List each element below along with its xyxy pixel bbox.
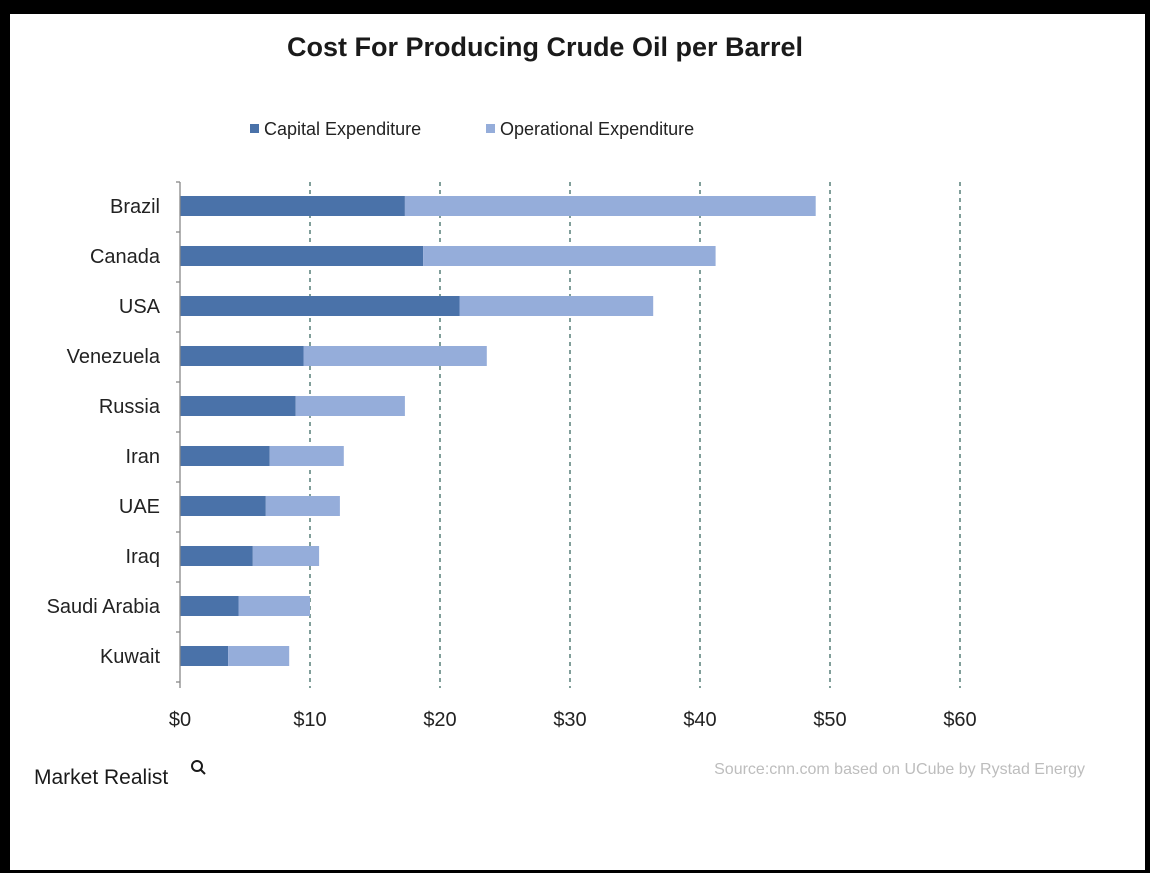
source-note: Source:cnn.com based on UCube by Rystad … (714, 761, 1085, 778)
category-label: Saudi Arabia (47, 596, 161, 618)
x-tick-labels: $0 $10 $20 $30 $40 $50 $60 (169, 709, 977, 731)
x-tick-label: $20 (423, 709, 456, 731)
bar-saudi-arabia-capital (180, 596, 239, 616)
bar-group (180, 196, 816, 666)
legend-swatch-capital (250, 124, 259, 133)
category-label: Iran (126, 446, 160, 468)
legend-label-operational: Operational Expenditure (500, 119, 694, 139)
category-label: UAE (119, 496, 160, 518)
y-axis (176, 181, 181, 688)
legend: Capital Expenditure Operational Expendit… (250, 119, 694, 139)
bar-brazil-operational (404, 196, 816, 216)
bar-usa-operational (459, 296, 654, 316)
bar-venezuela-capital (180, 346, 304, 366)
category-label: Venezuela (67, 346, 161, 368)
category-label: Kuwait (100, 646, 160, 668)
x-tick-label: $30 (553, 709, 586, 731)
bar-usa-capital (180, 296, 460, 316)
chart-title: Cost For Producing Crude Oil per Barrel (287, 32, 803, 62)
bar-iraq-capital (180, 546, 253, 566)
bar-iraq-operational (252, 546, 320, 566)
category-label: Russia (99, 396, 161, 418)
x-tick-label: $0 (169, 709, 191, 731)
bar-iran-operational (269, 446, 344, 466)
x-tick-label: $50 (813, 709, 846, 731)
bar-iran-capital (180, 446, 270, 466)
magnifier-icon (191, 760, 206, 775)
x-tick-label: $60 (943, 709, 976, 731)
bar-canada-capital (180, 246, 424, 266)
bar-canada-operational (423, 246, 716, 266)
category-labels: Brazil Canada USA Venezuela Russia Iran UAE Ira… (47, 196, 161, 668)
category-label: Iraq (126, 546, 160, 568)
category-label: Canada (90, 246, 161, 268)
bar-uae-capital (180, 496, 266, 516)
bar-uae-operational (265, 496, 340, 516)
bar-kuwait-capital (180, 646, 229, 666)
bar-venezuela-operational (303, 346, 487, 366)
bar-brazil-capital (180, 196, 405, 216)
legend-label-capital: Capital Expenditure (264, 119, 421, 139)
chart-frame: Cost For Producing Crude Oil per Barrel … (10, 14, 1145, 870)
x-tick-label: $10 (293, 709, 326, 731)
chart-svg: Cost For Producing Crude Oil per Barrel … (34, 32, 1085, 789)
x-tick-label: $40 (683, 709, 716, 731)
legend-swatch-operational (486, 124, 495, 133)
bar-kuwait-operational (228, 646, 290, 666)
category-label: USA (119, 296, 161, 318)
bar-russia-capital (180, 396, 296, 416)
bar-saudi-arabia-operational (238, 596, 310, 616)
bar-russia-operational (295, 396, 405, 416)
brand-logo: Market Realist (34, 766, 168, 789)
category-label: Brazil (110, 196, 160, 218)
